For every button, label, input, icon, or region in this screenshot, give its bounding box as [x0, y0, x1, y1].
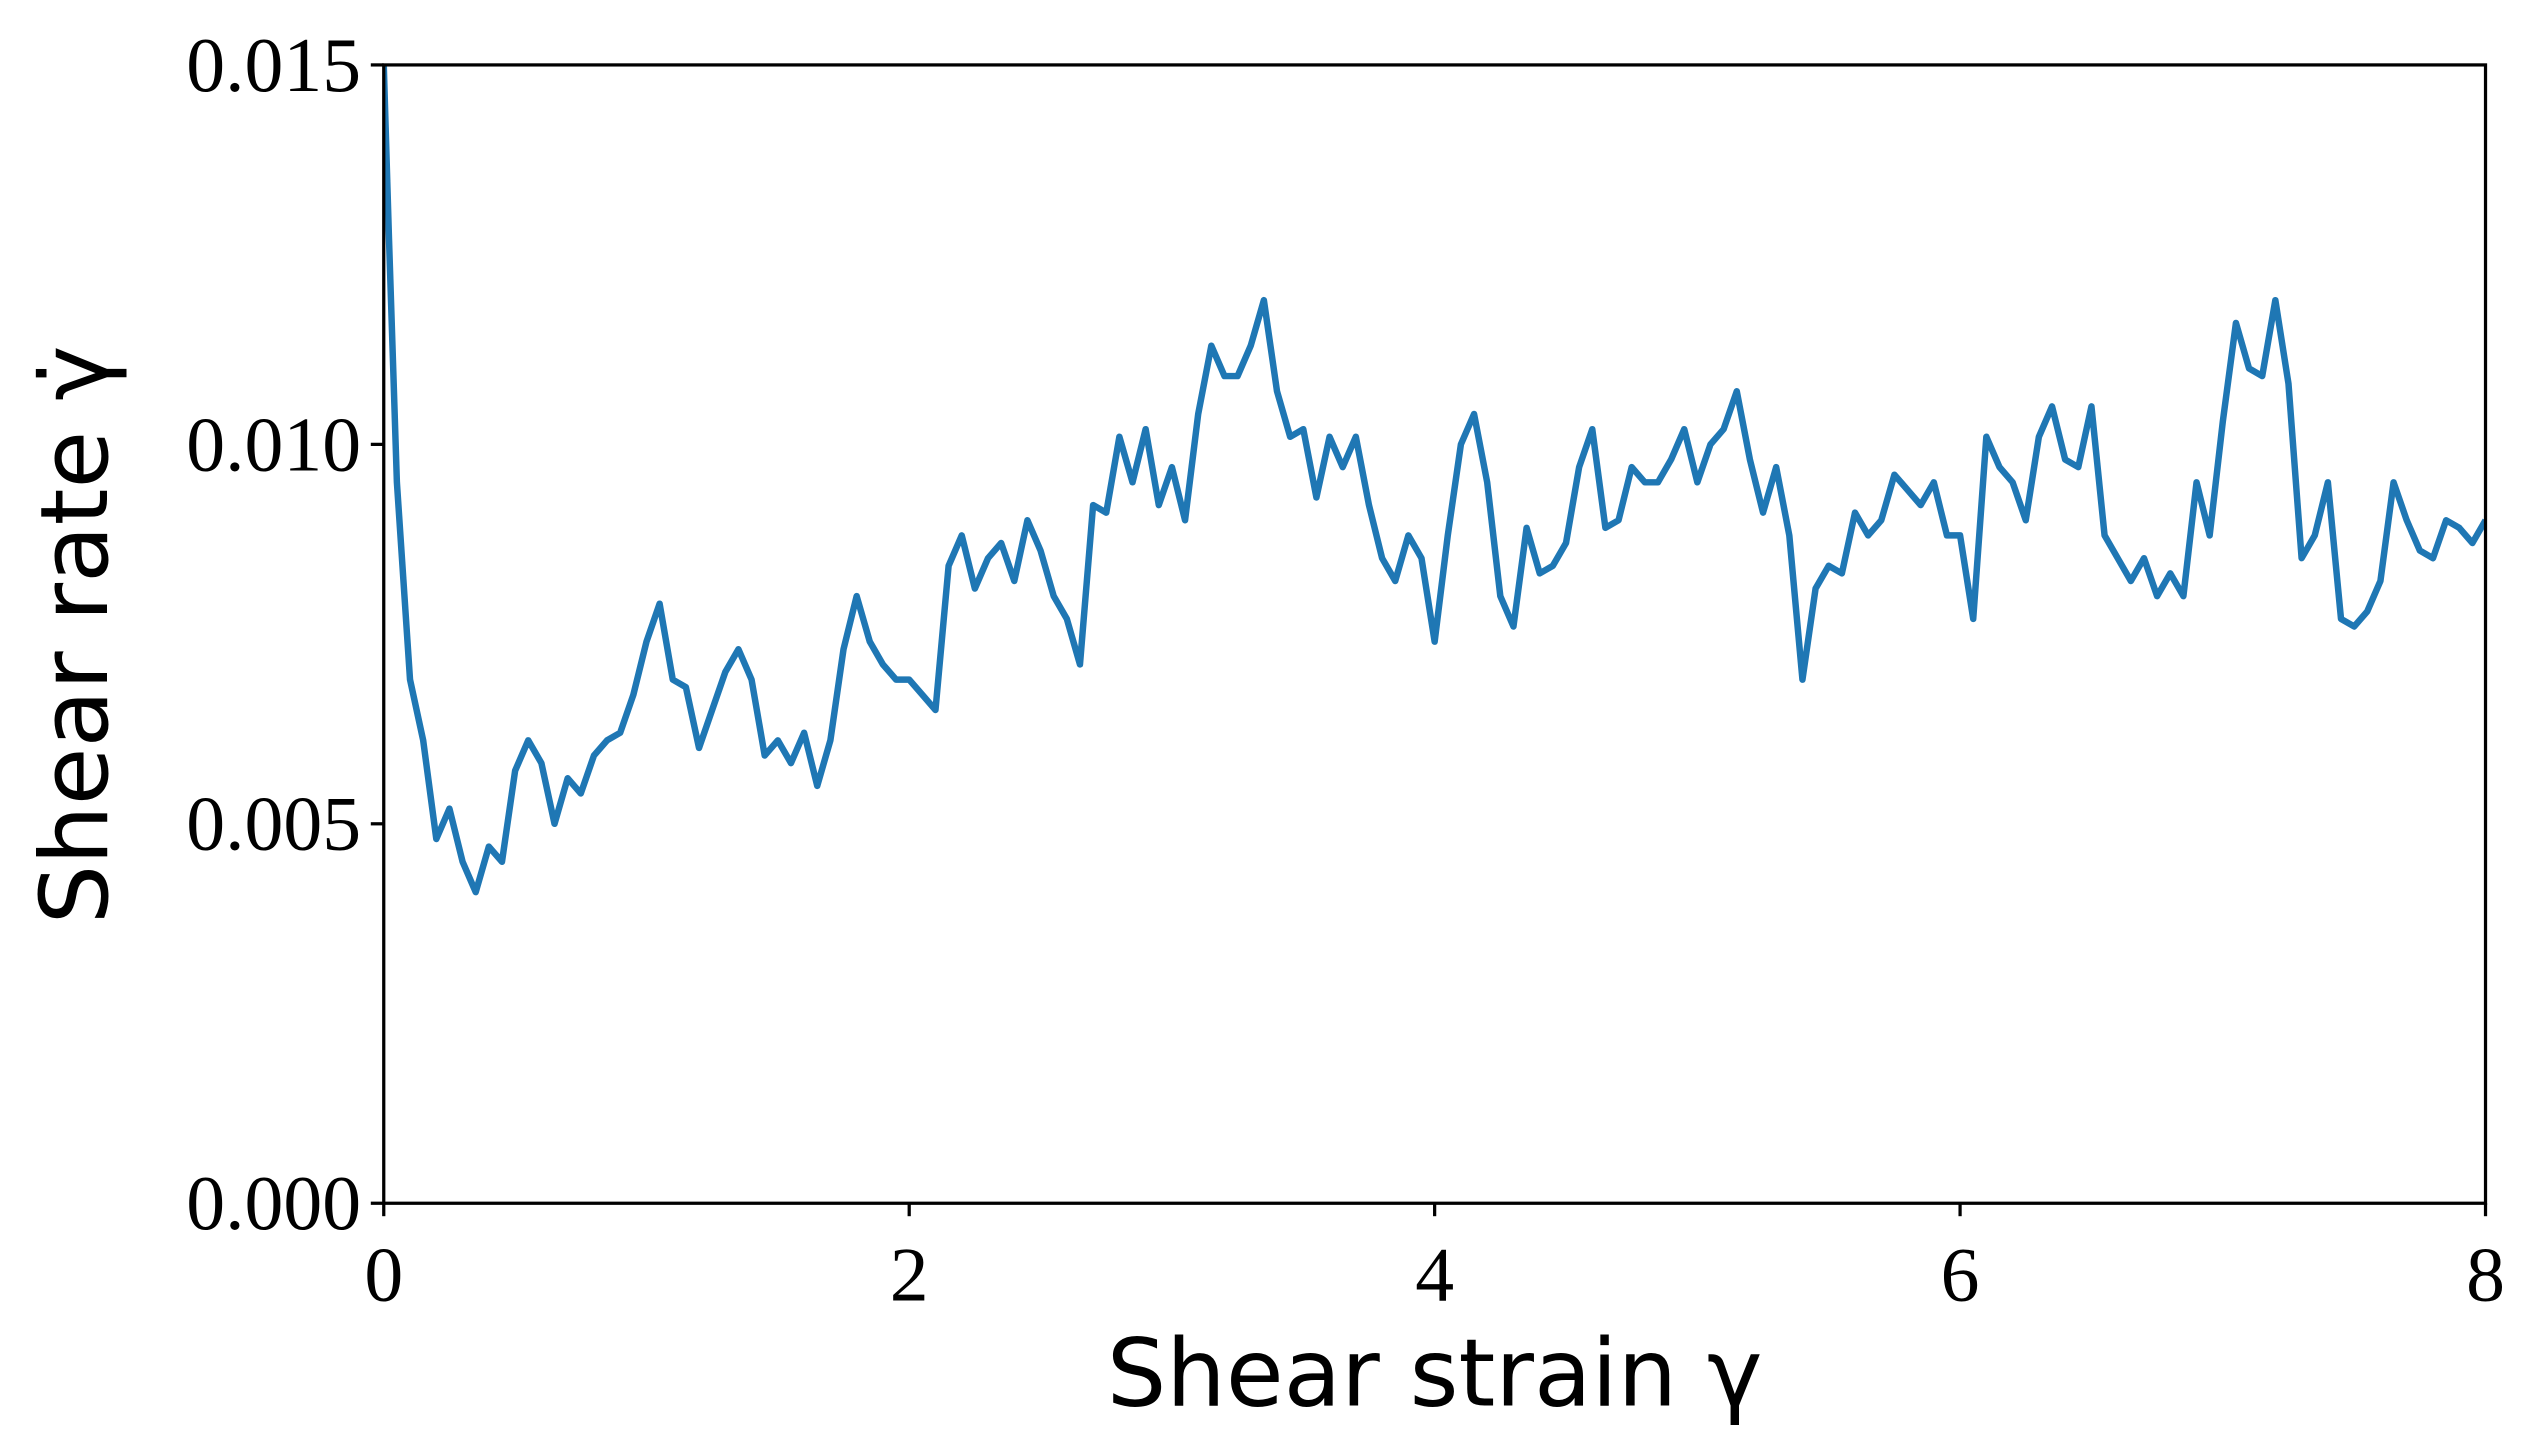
y-tick-label: 0.015 — [186, 22, 361, 108]
y-tick-label: 0.000 — [186, 1160, 361, 1246]
x-axis-label: Shear strain γ — [1107, 1320, 1763, 1429]
x-tick-label: 8 — [2466, 1231, 2505, 1317]
x-tick-label: 6 — [1941, 1231, 1980, 1317]
plot-area — [383, 64, 2486, 896]
data-line — [383, 64, 2486, 896]
y-axis-label: Shear rate γ̇ — [21, 345, 130, 924]
y-tick-label: 0.010 — [186, 401, 361, 487]
x-tick-label: 4 — [1415, 1231, 1454, 1317]
x-tick-label: 2 — [890, 1231, 929, 1317]
y-tick-label: 0.005 — [186, 781, 361, 867]
x-tick-label: 0 — [364, 1231, 403, 1317]
